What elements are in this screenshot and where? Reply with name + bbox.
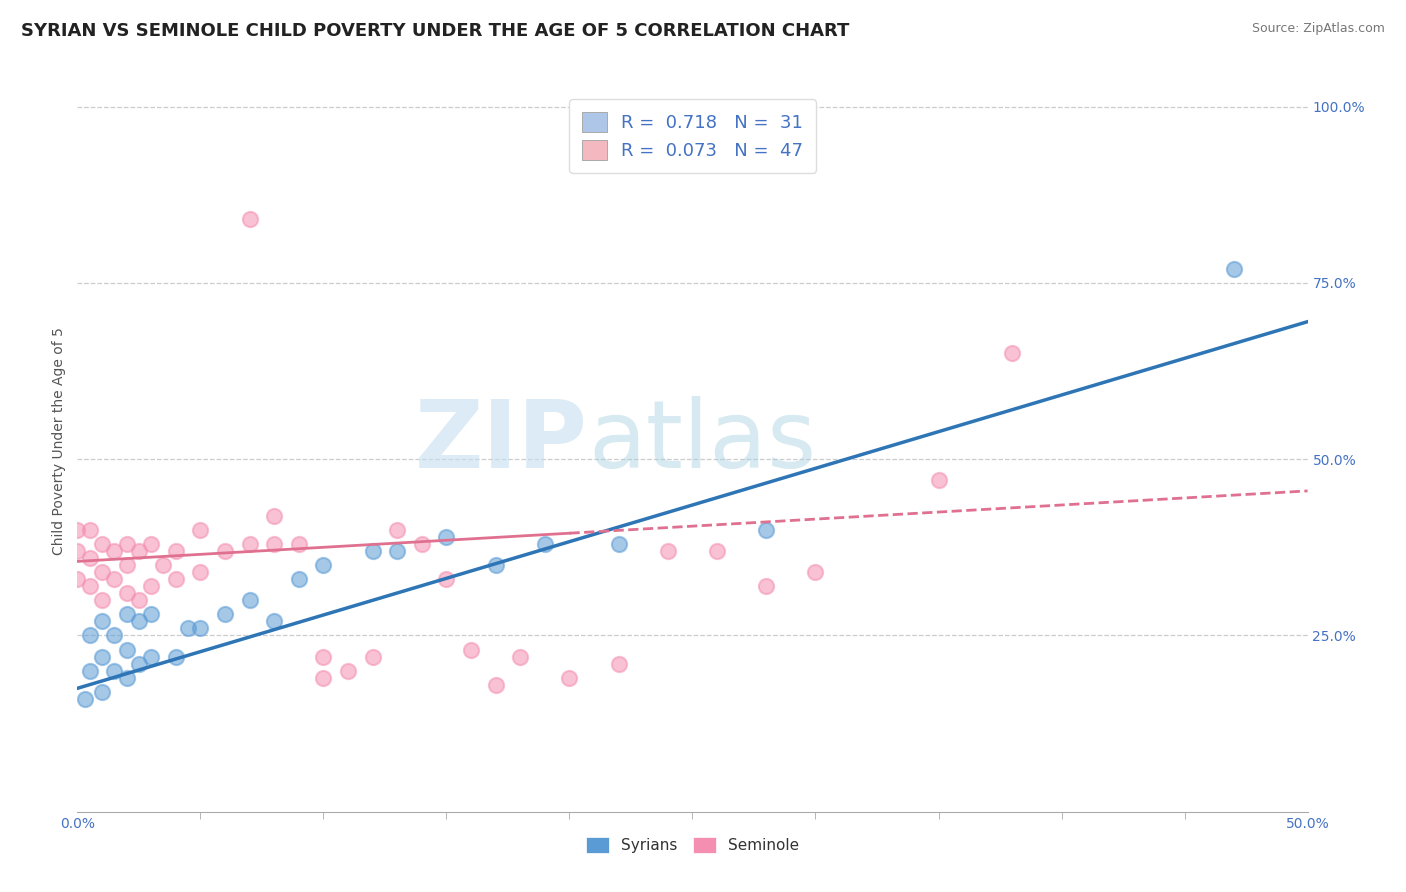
Point bbox=[177, 621, 200, 635]
Point bbox=[66, 523, 89, 537]
Point bbox=[214, 607, 236, 622]
Point bbox=[103, 664, 125, 678]
Point bbox=[90, 615, 114, 629]
Point bbox=[165, 544, 187, 558]
Point bbox=[165, 649, 187, 664]
Text: SYRIAN VS SEMINOLE CHILD POVERTY UNDER THE AGE OF 5 CORRELATION CHART: SYRIAN VS SEMINOLE CHILD POVERTY UNDER T… bbox=[21, 22, 849, 40]
Point bbox=[141, 537, 163, 551]
Point bbox=[79, 550, 101, 565]
Point bbox=[288, 537, 311, 551]
Point bbox=[128, 593, 150, 607]
Point bbox=[165, 572, 187, 586]
Point bbox=[73, 692, 96, 706]
Point bbox=[115, 607, 138, 622]
Point bbox=[385, 523, 409, 537]
Point bbox=[239, 593, 262, 607]
Point bbox=[436, 572, 458, 586]
Point bbox=[1001, 346, 1024, 360]
Point bbox=[239, 212, 262, 227]
Point bbox=[755, 523, 778, 537]
Point bbox=[103, 628, 125, 642]
Point bbox=[804, 565, 827, 579]
Point bbox=[90, 685, 114, 699]
Point bbox=[361, 544, 384, 558]
Point bbox=[79, 664, 101, 678]
Point bbox=[385, 544, 409, 558]
Point bbox=[312, 558, 335, 572]
Point bbox=[128, 657, 150, 671]
Point bbox=[337, 664, 360, 678]
Text: Source: ZipAtlas.com: Source: ZipAtlas.com bbox=[1251, 22, 1385, 36]
Point bbox=[152, 558, 174, 572]
Point bbox=[103, 572, 125, 586]
Point bbox=[263, 537, 285, 551]
Point bbox=[1223, 261, 1246, 276]
Point bbox=[657, 544, 679, 558]
Point bbox=[288, 572, 311, 586]
Point bbox=[509, 649, 531, 664]
Point bbox=[128, 615, 150, 629]
Point bbox=[79, 579, 101, 593]
Point bbox=[214, 544, 236, 558]
Point bbox=[115, 558, 138, 572]
Point bbox=[755, 579, 778, 593]
Point bbox=[66, 544, 89, 558]
Point bbox=[485, 678, 508, 692]
Point bbox=[239, 537, 262, 551]
Point bbox=[90, 565, 114, 579]
Point bbox=[115, 537, 138, 551]
Point bbox=[115, 671, 138, 685]
Point bbox=[188, 621, 212, 635]
Point bbox=[79, 523, 101, 537]
Point bbox=[115, 642, 138, 657]
Y-axis label: Child Poverty Under the Age of 5: Child Poverty Under the Age of 5 bbox=[52, 327, 66, 556]
Legend: Syrians, Seminole: Syrians, Seminole bbox=[579, 830, 806, 860]
Point bbox=[607, 537, 630, 551]
Point bbox=[312, 671, 335, 685]
Point bbox=[534, 537, 557, 551]
Point bbox=[141, 579, 163, 593]
Point bbox=[128, 544, 150, 558]
Point bbox=[79, 628, 101, 642]
Point bbox=[90, 537, 114, 551]
Point bbox=[90, 593, 114, 607]
Text: ZIP: ZIP bbox=[415, 395, 588, 488]
Point bbox=[188, 565, 212, 579]
Point bbox=[141, 649, 163, 664]
Text: atlas: atlas bbox=[588, 395, 815, 488]
Point bbox=[928, 473, 950, 487]
Point bbox=[485, 558, 508, 572]
Point bbox=[436, 530, 458, 544]
Point bbox=[558, 671, 581, 685]
Point bbox=[103, 544, 125, 558]
Point bbox=[312, 649, 335, 664]
Point bbox=[263, 508, 285, 523]
Point bbox=[460, 642, 482, 657]
Point bbox=[706, 544, 728, 558]
Point bbox=[115, 586, 138, 600]
Point bbox=[188, 523, 212, 537]
Point bbox=[66, 572, 89, 586]
Point bbox=[90, 649, 114, 664]
Point bbox=[361, 649, 384, 664]
Point bbox=[141, 607, 163, 622]
Point bbox=[263, 615, 285, 629]
Point bbox=[607, 657, 630, 671]
Point bbox=[411, 537, 433, 551]
